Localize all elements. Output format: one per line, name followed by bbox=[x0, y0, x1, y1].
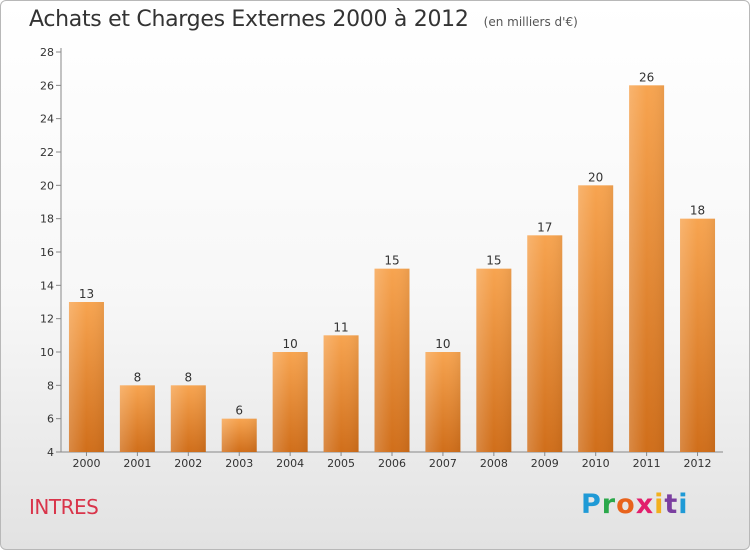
bar-shine bbox=[374, 268, 410, 452]
x-tick-label: 2001 bbox=[123, 457, 151, 470]
x-tick-label: 2002 bbox=[174, 457, 202, 470]
x-tick-label: 2006 bbox=[378, 457, 406, 470]
x-tick-label: 2007 bbox=[429, 457, 457, 470]
y-tick-label: 10 bbox=[40, 346, 54, 359]
value-label: 11 bbox=[333, 320, 348, 334]
commune-name: INTRES bbox=[29, 495, 99, 519]
x-tick-label: 2012 bbox=[684, 457, 712, 470]
value-label: 20 bbox=[588, 170, 603, 184]
value-label: 6 bbox=[235, 404, 243, 418]
bar-shine bbox=[221, 418, 257, 452]
value-label: 8 bbox=[134, 370, 142, 384]
proxiti-logo[interactable]: Proxiti bbox=[581, 489, 689, 520]
bar-shine bbox=[476, 268, 512, 452]
value-label: 26 bbox=[639, 70, 654, 84]
bar-shine bbox=[578, 185, 614, 453]
y-tick-label: 18 bbox=[40, 213, 54, 226]
chart-subtitle: (en milliers d'€) bbox=[483, 15, 578, 29]
value-label: 15 bbox=[384, 254, 399, 268]
bar-shine bbox=[527, 235, 563, 452]
x-tick-label: 2008 bbox=[480, 457, 508, 470]
value-label: 15 bbox=[486, 254, 501, 268]
bar-shine bbox=[68, 302, 104, 452]
labels: 2000 13 2001 8 2002 8 2003 6 2004 10 2005 11 2006 15 2… bbox=[72, 70, 711, 470]
y-tick-label: 28 bbox=[40, 46, 54, 59]
value-label: 13 bbox=[79, 287, 94, 301]
x-tick-label: 2000 bbox=[72, 457, 100, 470]
bar-shine bbox=[119, 385, 155, 452]
x-tick-label: 2009 bbox=[531, 457, 559, 470]
bar-shine bbox=[680, 218, 716, 452]
bars bbox=[68, 85, 716, 453]
value-label: 18 bbox=[690, 204, 705, 218]
bar-shine bbox=[170, 385, 206, 452]
y-tick-label: 22 bbox=[40, 146, 54, 159]
y-tick-label: 20 bbox=[40, 179, 54, 192]
bar-shine bbox=[323, 335, 359, 452]
bar-shine bbox=[272, 352, 308, 452]
y-tick-label: 26 bbox=[40, 79, 54, 92]
x-tick-label: 2005 bbox=[327, 457, 355, 470]
value-label: 8 bbox=[184, 370, 192, 384]
y-tick-label: 24 bbox=[40, 113, 54, 126]
y-tick-label: 8 bbox=[47, 379, 54, 392]
y-tick-label: 12 bbox=[40, 313, 54, 326]
y-tick-label: 6 bbox=[47, 413, 54, 426]
chart-title: Achats et Charges Externes 2000 à 2012 bbox=[29, 7, 469, 32]
x-tick-label: 2004 bbox=[276, 457, 304, 470]
x-tick-label: 2010 bbox=[582, 457, 610, 470]
value-label: 10 bbox=[435, 337, 450, 351]
value-label: 17 bbox=[537, 220, 552, 234]
bar-shine bbox=[425, 352, 461, 452]
value-label: 10 bbox=[283, 337, 298, 351]
title-row: Achats et Charges Externes 2000 à 2012 (… bbox=[29, 7, 578, 32]
y-tick-label: 14 bbox=[40, 279, 54, 292]
x-tick-label: 2011 bbox=[633, 457, 661, 470]
bar-shine bbox=[629, 85, 665, 452]
x-tick-label: 2003 bbox=[225, 457, 253, 470]
y-tick-label: 4 bbox=[47, 446, 54, 459]
y-tick-label: 16 bbox=[40, 246, 54, 259]
